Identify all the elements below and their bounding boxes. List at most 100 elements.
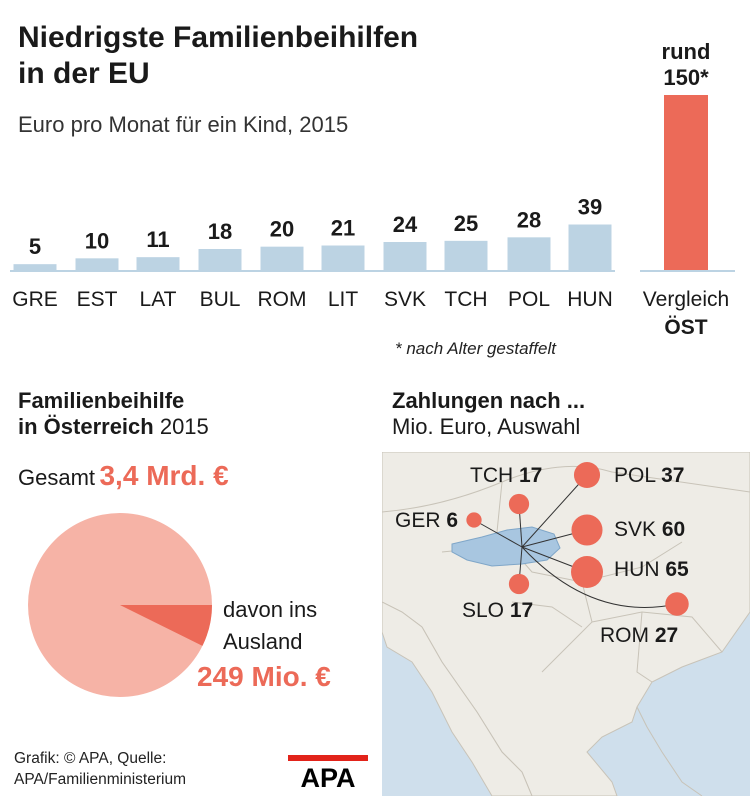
bubble-ger <box>466 512 482 528</box>
title-line-2: in der EU <box>18 57 150 90</box>
logo-text: APA <box>300 763 355 790</box>
pie-title-line-2: in Österreich 2015 <box>18 414 209 439</box>
pie-chart <box>28 513 212 697</box>
map-bubbles <box>466 461 689 616</box>
bubble-svk <box>571 514 603 546</box>
bubble-pol <box>573 461 601 489</box>
label-country: GER <box>395 509 446 532</box>
x-tick-label: ÖST <box>664 316 707 339</box>
map-subtitle: Mio. Euro, Auswahl <box>392 414 581 439</box>
label-country: HUN <box>614 558 665 581</box>
label-value: 6 <box>446 509 458 532</box>
map-title: Zahlungen nach ... <box>392 388 586 413</box>
map-coast <box>636 706 703 796</box>
label-slo: SLO 17 <box>462 599 533 622</box>
chart-title: Niedrigste Familienbeihilfen in der EU <box>18 20 578 92</box>
pie-highlight-label-line-2: Ausland <box>223 629 303 654</box>
source-line-2: APA/Familienministerium <box>14 771 186 788</box>
pie-total-label: Gesamt <box>18 465 96 490</box>
bar-tch <box>444 240 488 270</box>
bar-bul <box>198 249 242 270</box>
pie-slice-abroad <box>120 605 212 646</box>
bar-value-label: rund <box>662 39 711 64</box>
pie-highlight-label-line-1: davon ins <box>223 597 318 622</box>
x-tick-label: Vergleich <box>643 288 729 311</box>
bar-value-label: 28 <box>517 207 541 232</box>
bar-gre <box>13 264 57 270</box>
label-value: 27 <box>655 624 678 647</box>
label-country: SLO <box>462 599 510 622</box>
label-pol: POL 37 <box>614 464 684 487</box>
logo-bar <box>288 755 368 761</box>
link-ger <box>473 519 523 548</box>
bar-value-label: 11 <box>146 227 169 252</box>
map-austria <box>451 526 561 567</box>
map-labels: TCH 17 POL 37 GER 6 SVK 60 HUN 65 SLO 17 ROM 2… <box>395 464 689 647</box>
bubble-rom <box>665 592 689 616</box>
map-italy <box>382 601 533 796</box>
label-value: 17 <box>510 599 533 622</box>
x-tick-label: GRE <box>12 288 58 311</box>
x-tick-label: SVK <box>384 288 426 311</box>
label-tch: TCH 17 <box>470 464 542 487</box>
x-tick-label: HUN <box>567 288 613 311</box>
bubble-tch <box>508 493 530 515</box>
x-tick-label: BUL <box>200 288 241 311</box>
x-tick-label: POL <box>508 288 550 311</box>
map-section-title: Zahlungen nach ... Mio. Euro, Auswahl <box>392 388 585 440</box>
x-tick-label: LAT <box>140 288 177 311</box>
label-value: 37 <box>661 464 684 487</box>
bar-rom <box>260 246 304 270</box>
bar-value-label: 5 <box>29 234 41 259</box>
x-tick-label: EST <box>77 288 118 311</box>
bar-value-label: 25 <box>454 211 478 236</box>
footnote: * nach Alter gestaffelt <box>395 339 556 358</box>
x-tick-label: LIT <box>328 288 359 311</box>
title-line-1: Niedrigste Familienbeihilfen <box>18 21 419 54</box>
label-hun: HUN 65 <box>614 558 689 581</box>
source-note: Grafik: © APA, Quelle: APA/Familienminis… <box>14 748 186 790</box>
bar-value-label: 10 <box>85 228 109 253</box>
bar-est <box>75 258 119 270</box>
map-connections <box>473 474 678 608</box>
bar-value-label: 18 <box>208 219 232 244</box>
bar-lat <box>136 257 180 270</box>
source-line-1: Grafik: © APA, Quelle: <box>14 750 167 767</box>
bar-pol <box>507 237 551 270</box>
label-country: ROM <box>600 624 655 647</box>
bar-hun <box>568 224 612 270</box>
pie-total: Gesamt 3,4 Mrd. € <box>18 460 229 492</box>
apa-logo-icon: APA <box>288 755 368 790</box>
bar-value-label: 20 <box>270 217 294 242</box>
pie-highlight-label: davon ins Ausland <box>223 594 317 658</box>
bar-value-label: 24 <box>393 212 418 237</box>
x-tick-label: TCH <box>444 288 487 311</box>
bar-value-label: 21 <box>331 216 355 241</box>
label-country: SVK <box>614 518 662 541</box>
pie-highlight-value: 249 Mio. € <box>197 661 331 692</box>
label-value: 60 <box>662 518 685 541</box>
bar-lit <box>321 245 365 270</box>
bubble-slo <box>508 573 530 595</box>
payments-map: TCH 17 POL 37 GER 6 SVK 60 HUN 65 SLO 17 ROM 2… <box>382 452 750 796</box>
bubble-hun <box>571 556 603 588</box>
label-country: POL <box>614 464 661 487</box>
bar-svk <box>383 242 427 270</box>
label-country: TCH <box>470 464 519 487</box>
link-rom <box>521 546 678 608</box>
bar-vergleich-öst <box>664 95 708 270</box>
bar-value-label: 39 <box>578 195 602 220</box>
label-ger: GER 6 <box>395 509 458 532</box>
x-tick-label: ROM <box>258 288 307 311</box>
label-value: 17 <box>519 464 542 487</box>
pie-title-line-1: Familienbeihilfe <box>18 388 185 413</box>
chart-subtitle: Euro pro Monat für ein Kind, 2015 <box>18 112 349 137</box>
label-svk: SVK 60 <box>614 518 685 541</box>
bar-value-label: 150* <box>663 65 709 90</box>
pie-total-value: 3,4 Mrd. € <box>99 460 229 491</box>
link-pol <box>521 474 588 548</box>
label-rom: ROM 27 <box>600 624 678 647</box>
pie-section-title: Familienbeihilfe in Österreich 2015 <box>18 388 209 440</box>
bar-chart: 5 GRE 10 EST 11 LAT 18 BUL 20 ROM 21 LIT 24 SVK 25 TCH 2… <box>10 39 735 339</box>
label-value: 65 <box>665 558 689 581</box>
